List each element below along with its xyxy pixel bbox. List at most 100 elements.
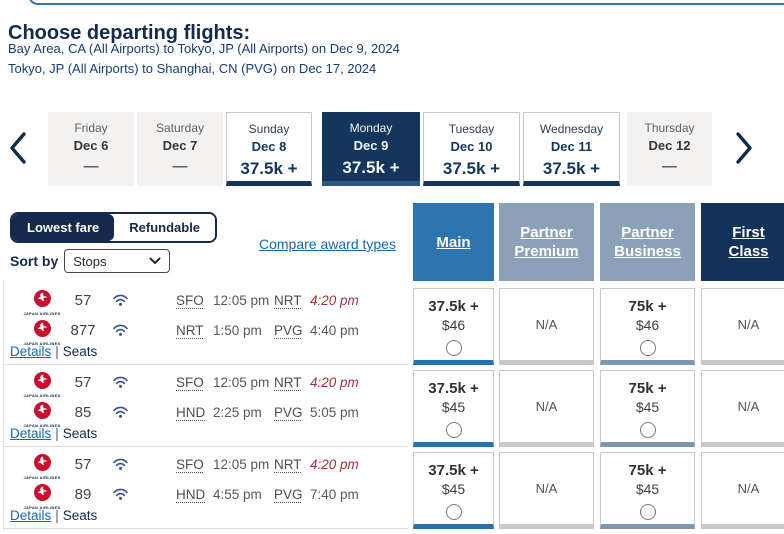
links-separator: |: [55, 426, 59, 441]
fare-cell-main: 37.5k + $45: [413, 452, 494, 529]
wifi-icon: [112, 293, 129, 312]
fare-not-available: N/A: [535, 481, 558, 496]
date-card-day: Sunday: [248, 122, 290, 136]
arrival-airport-code[interactable]: NRT: [274, 293, 302, 308]
seats-link[interactable]: Seats: [62, 508, 98, 523]
arrival-time: 4:20 pm: [310, 457, 359, 472]
date-card-date: Dec 7: [162, 138, 198, 153]
date-card-dec-10[interactable]: Tuesday Dec 10 37.5k +: [423, 112, 520, 186]
flight-option-row: JAPAN AIRLINES 57 SFO 12:05 pm NRT 4:20 pm J…: [4, 285, 408, 365]
fare-cell-partner-premium: N/A: [499, 370, 594, 447]
page-title: Choose departing flights:: [8, 22, 251, 45]
date-card-date: Dec 6: [73, 138, 109, 153]
departure-time: 12:05 pm: [213, 375, 270, 390]
japan-airlines-logo-icon: JAPAN AIRLINES: [22, 402, 62, 428]
next-dates-button[interactable]: [734, 131, 754, 165]
details-link[interactable]: Details: [10, 344, 52, 359]
award-column-header-partner-business: Partner Business: [600, 203, 695, 281]
departure-airport-code[interactable]: NRT: [176, 323, 204, 338]
seats-link[interactable]: Seats: [62, 344, 98, 359]
arrival-time: 4:20 pm: [310, 375, 359, 390]
departure-airport-code[interactable]: SFO: [176, 457, 204, 472]
wifi-icon: [112, 405, 129, 424]
award-column-link-main[interactable]: Main: [436, 233, 471, 251]
date-card-dec-7[interactable]: Saturday Dec 7 —: [137, 112, 223, 186]
fare-award-price: 37.5k +: [428, 462, 479, 479]
date-card-date: Dec 12: [648, 138, 691, 153]
previous-dates-button[interactable]: [8, 131, 28, 165]
date-card-dec-9[interactable]: Monday Dec 9 37.5k +: [322, 112, 420, 186]
arrival-airport-code[interactable]: PVG: [274, 323, 303, 338]
wifi-icon: [112, 487, 129, 506]
arrival-airport-code[interactable]: PVG: [274, 405, 303, 420]
award-column-link-partner-premium[interactable]: Partner Premium: [514, 224, 579, 260]
date-card-fare: 37.5k +: [240, 159, 298, 178]
flight-number: 57: [74, 292, 92, 309]
airline-name: JAPAN AIRLINES: [23, 475, 61, 480]
flight-number: 89: [74, 486, 92, 503]
fare-select-radio[interactable]: [445, 340, 462, 356]
details-link[interactable]: Details: [10, 426, 52, 441]
fare-cell-partner-business: 75k + $46: [600, 288, 695, 365]
date-card-day: Thursday: [644, 121, 695, 135]
date-card-day: Saturday: [155, 121, 205, 135]
date-card-date: Dec 9: [353, 138, 389, 153]
departure-airport-code[interactable]: SFO: [176, 293, 204, 308]
arrival-time: 4:40 pm: [310, 323, 359, 338]
flight-number: 57: [74, 374, 92, 391]
date-card-fare: —: [83, 158, 99, 175]
arrival-airport-code[interactable]: NRT: [274, 457, 302, 472]
fare-cell-partner-business: 75k + $45: [600, 452, 695, 529]
flight-number: 57: [74, 456, 92, 473]
airline-name: JAPAN AIRLINES: [23, 393, 61, 398]
japan-airlines-logo-icon: JAPAN AIRLINES: [22, 320, 62, 346]
fare-select-radio[interactable]: [639, 340, 656, 356]
sort-select[interactable]: Stops: [64, 249, 171, 273]
departure-airport-code[interactable]: HND: [176, 405, 206, 420]
chevron-down-icon: [149, 257, 161, 264]
fare-not-available: N/A: [535, 399, 558, 414]
toggle-refundable[interactable]: Refundable: [114, 214, 216, 241]
date-card-dec-12[interactable]: Thursday Dec 12 —: [627, 112, 712, 186]
date-card-dec-11[interactable]: Wednesday Dec 11 37.5k +: [523, 112, 620, 186]
fare-select-radio[interactable]: [639, 422, 656, 438]
departure-airport-code[interactable]: HND: [176, 487, 206, 502]
fare-select-radio[interactable]: [445, 504, 462, 520]
date-card-dec-6[interactable]: Friday Dec 6 —: [48, 112, 134, 186]
details-link[interactable]: Details: [10, 508, 52, 523]
award-column-link-first-class[interactable]: First Class: [728, 224, 769, 260]
compare-award-types-link[interactable]: Compare award types: [259, 236, 396, 252]
departure-time: 2:25 pm: [213, 405, 262, 420]
toggle-lowest-fare[interactable]: Lowest fare: [12, 214, 115, 241]
fare-cash-price: $45: [635, 399, 660, 415]
fare-cash-price: $45: [441, 481, 466, 497]
sort-by-label: Sort by: [10, 253, 59, 269]
date-card-dec-8[interactable]: Sunday Dec 8 37.5k +: [226, 112, 312, 186]
flight-segment: JAPAN AIRLINES 57 SFO 12:05 pm NRT 4:20 pm: [4, 454, 408, 480]
fare-cell-main: 37.5k + $45: [413, 370, 494, 447]
seats-link[interactable]: Seats: [62, 426, 98, 441]
japan-airlines-logo-icon: JAPAN AIRLINES: [22, 372, 62, 398]
date-card-day: Tuesday: [448, 122, 495, 136]
arrival-airport-code[interactable]: PVG: [274, 487, 303, 502]
flight-option-row: JAPAN AIRLINES 57 SFO 12:05 pm NRT 4:20 pm J…: [4, 449, 408, 529]
fare-select-radio[interactable]: [639, 504, 656, 520]
arrival-airport-code[interactable]: NRT: [274, 375, 302, 390]
date-card-day: Wednesday: [539, 122, 604, 136]
departure-airport-code[interactable]: SFO: [176, 375, 204, 390]
date-card-date: Dec 8: [251, 139, 287, 154]
award-column-link-partner-business[interactable]: Partner Business: [614, 224, 681, 260]
fare-not-available: N/A: [535, 317, 558, 332]
fare-select-radio[interactable]: [445, 422, 462, 438]
departure-time: 4:55 pm: [213, 487, 262, 502]
departure-time: 12:05 pm: [213, 293, 270, 308]
fare-award-price: 37.5k +: [428, 298, 479, 315]
fare-not-available: N/A: [737, 399, 760, 414]
itinerary-leg-2: Tokyo, JP (All Airports) to Shanghai, CN…: [8, 61, 377, 76]
fare-cell-partner-business: 75k + $45: [600, 370, 695, 447]
top-divider: [28, 0, 784, 5]
fare-award-price: 75k +: [628, 298, 667, 315]
fare-cell-main: 37.5k + $46: [413, 288, 494, 365]
sort-row: Sort by Stops: [10, 249, 171, 273]
